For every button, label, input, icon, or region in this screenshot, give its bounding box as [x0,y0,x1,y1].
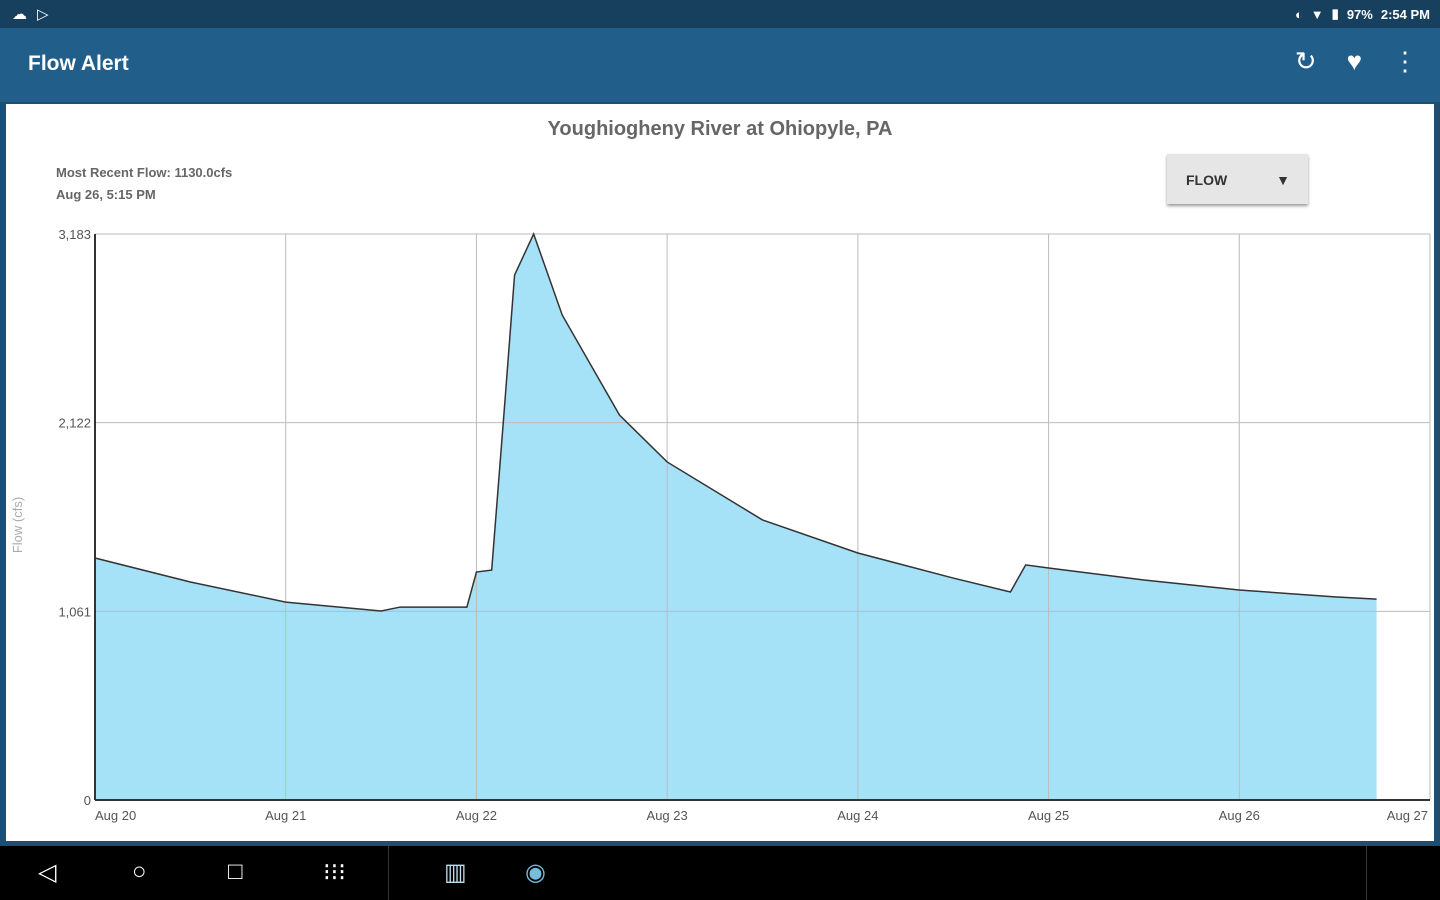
back-icon[interactable]: ◁ [38,859,57,886]
battery-level: 97% [1346,6,1373,22]
cloud-icon: ☁ [12,6,27,23]
sync-icon: ◐ [1294,6,1303,22]
x-tick-label: Aug 25 [1028,808,1069,823]
status-bar: ☁ ▷ ◐ ▼ ▮ 97% 2:54 PM [0,0,1440,28]
x-tick-label: Aug 24 [837,808,878,823]
x-tick-label: Aug 26 [1219,808,1260,823]
wifi-icon: ▼ [1310,6,1324,22]
recent-flow: Most Recent Flow: 1130.0cfs [56,165,233,180]
dropdown-value: FLOW [1186,172,1228,188]
clock: 2:54 PM [1380,6,1430,22]
apps-grid-icon[interactable]: ⁝⁝⁝ [323,859,346,886]
battery-icon: ▮ [1331,6,1339,21]
measure-dropdown[interactable]: FLOW ▼ [1167,154,1308,204]
refresh-icon[interactable]: ↻ [1294,46,1317,76]
y-axis-title: Flow (cfs) [10,497,25,553]
app-icon-calculator[interactable]: ▥ [444,859,467,886]
x-tick-label: Aug 27 [1387,808,1428,823]
app-bar: Flow Alert ↻ ♥ ⋮ [0,28,1440,102]
app-title: Flow Alert [28,52,129,75]
play-store-icon: ▷ [37,6,49,23]
x-tick-label: Aug 21 [265,808,306,823]
river-title: Youghiogheny River at Ohiopyle, PA [547,118,893,140]
recent-time: Aug 26, 5:15 PM [56,187,156,202]
favorite-heart-icon[interactable]: ♥ [1346,46,1362,76]
flow-line [94,232,1377,612]
x-tick-label: Aug 22 [456,808,497,823]
y-tick-label: 1,061 [58,604,91,619]
flow-chart: 0 1,061 2,122 3,183 Aug 20 Aug 21 Aug 22 Aug 23… [10,227,1431,823]
app-icon-flow-alert[interactable]: ◉ [525,859,546,886]
caret-down-icon: ▼ [1276,172,1290,188]
y-tick-label: 3,183 [58,227,91,242]
navigation-bar: ◁ ○ □ ⁝⁝⁝ ▥ ◉ [0,846,1440,900]
y-tick-label: 0 [84,793,91,808]
x-tick-label: Aug 20 [95,808,136,823]
home-icon[interactable]: ○ [132,858,147,885]
y-tick-label: 2,122 [58,416,91,431]
x-tick-label: Aug 23 [647,808,688,823]
recents-icon[interactable]: □ [228,858,243,885]
flow-area [95,234,1377,800]
more-options-icon[interactable]: ⋮ [1392,46,1418,76]
